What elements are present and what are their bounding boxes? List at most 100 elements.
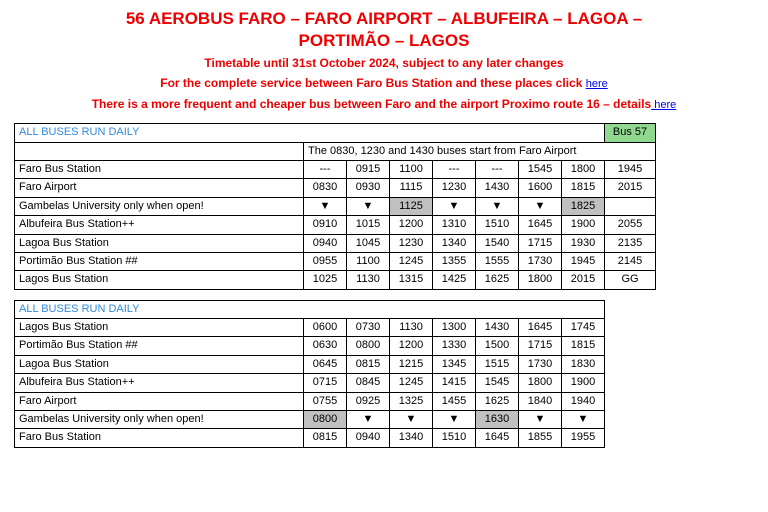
stop-name: Gambelas University only when open!	[15, 197, 304, 215]
time-cell: 1510	[476, 216, 519, 234]
time-cell: ▼	[347, 411, 390, 429]
time-cell: 1945	[605, 160, 656, 178]
time-cell: 1430	[476, 179, 519, 197]
time-cell: 1600	[519, 179, 562, 197]
stop-name: Lagos Bus Station	[15, 271, 304, 289]
time-cell: 2145	[605, 252, 656, 270]
time-cell: 1645	[519, 216, 562, 234]
time-cell: 1945	[562, 252, 605, 270]
route16-note: There is a more frequent and cheaper bus…	[14, 95, 754, 114]
time-cell: 0830	[304, 179, 347, 197]
time-cell: 1540	[476, 234, 519, 252]
time-cell: 1230	[390, 234, 433, 252]
time-cell: ▼	[519, 197, 562, 215]
time-cell: 1900	[562, 216, 605, 234]
time-cell: 1940	[562, 392, 605, 410]
time-cell	[605, 197, 656, 215]
stop-name: Faro Bus Station	[15, 429, 304, 447]
page-header: 56 AEROBUS FARO – FARO AIRPORT – ALBUFEI…	[14, 8, 754, 113]
time-cell: 1800	[519, 374, 562, 392]
route16-link[interactable]: here	[651, 99, 676, 111]
time-cell: 1345	[433, 355, 476, 373]
outbound-note: The 0830, 1230 and 1430 buses start from…	[304, 142, 656, 160]
time-cell: 1215	[390, 355, 433, 373]
time-cell: 1130	[390, 319, 433, 337]
time-cell: 1815	[562, 179, 605, 197]
complete-service-text: For the complete service between Faro Bu…	[160, 76, 585, 90]
time-cell: ▼	[304, 197, 347, 215]
time-cell: 0955	[304, 252, 347, 270]
stop-name: Faro Airport	[15, 392, 304, 410]
route-title-line2: PORTIMÃO – LAGOS	[14, 30, 754, 52]
time-cell: 1100	[390, 160, 433, 178]
stop-name: Faro Bus Station	[15, 160, 304, 178]
time-cell: ▼	[390, 411, 433, 429]
inbound-timetable: ALL BUSES RUN DAILYLagos Bus Station0600…	[14, 300, 605, 448]
time-cell: 0910	[304, 216, 347, 234]
stop-name: Portimão Bus Station ##	[15, 337, 304, 355]
time-cell: 1340	[390, 429, 433, 447]
time-cell: 1430	[476, 319, 519, 337]
time-cell: 1015	[347, 216, 390, 234]
time-cell: 1200	[390, 337, 433, 355]
outbound-timetable: ALL BUSES RUN DAILYBus 57The 0830, 1230 …	[14, 123, 656, 290]
time-cell: 0915	[347, 160, 390, 178]
inbound-section-label: ALL BUSES RUN DAILY	[15, 300, 605, 318]
time-cell: 1340	[433, 234, 476, 252]
complete-service-note: For the complete service between Faro Bu…	[14, 74, 754, 93]
time-cell: 1645	[476, 429, 519, 447]
time-cell: 1325	[390, 392, 433, 410]
time-cell: 1855	[519, 429, 562, 447]
complete-service-link[interactable]: here	[586, 78, 608, 90]
time-cell: 1800	[562, 160, 605, 178]
time-cell: 1625	[476, 271, 519, 289]
route-title-line1: 56 AEROBUS FARO – FARO AIRPORT – ALBUFEI…	[14, 8, 754, 30]
time-cell: 1730	[519, 252, 562, 270]
time-cell: 1355	[433, 252, 476, 270]
time-cell: 0800	[304, 411, 347, 429]
time-cell: 1330	[433, 337, 476, 355]
time-cell: 0630	[304, 337, 347, 355]
time-cell: 0800	[347, 337, 390, 355]
time-cell: ---	[433, 160, 476, 178]
time-cell: 1310	[433, 216, 476, 234]
time-cell: 1545	[476, 374, 519, 392]
time-cell: 1425	[433, 271, 476, 289]
time-cell: 1730	[519, 355, 562, 373]
time-cell: ▼	[433, 411, 476, 429]
time-cell: 1510	[433, 429, 476, 447]
bus57-label: Bus 57	[605, 124, 656, 142]
validity-note: Timetable until 31st October 2024, subje…	[14, 54, 754, 72]
time-cell: ▼	[519, 411, 562, 429]
time-cell: 1300	[433, 319, 476, 337]
stop-name: Albufeira Bus Station++	[15, 216, 304, 234]
time-cell: 1715	[519, 337, 562, 355]
time-cell: 1815	[562, 337, 605, 355]
time-cell: 1125	[390, 197, 433, 215]
stop-name: Lagoa Bus Station	[15, 234, 304, 252]
stop-name: Lagos Bus Station	[15, 319, 304, 337]
time-cell: 0815	[304, 429, 347, 447]
stop-name: Portimão Bus Station ##	[15, 252, 304, 270]
time-cell: 1555	[476, 252, 519, 270]
time-cell: 1455	[433, 392, 476, 410]
time-cell: 0755	[304, 392, 347, 410]
time-cell: 1315	[390, 271, 433, 289]
time-cell: 1115	[390, 179, 433, 197]
time-cell: ---	[304, 160, 347, 178]
time-cell: 1200	[390, 216, 433, 234]
time-cell: 1955	[562, 429, 605, 447]
time-cell: 0730	[347, 319, 390, 337]
time-cell: 1825	[562, 197, 605, 215]
time-cell: 1645	[519, 319, 562, 337]
time-cell: 1745	[562, 319, 605, 337]
time-cell: 0815	[347, 355, 390, 373]
time-cell: 0715	[304, 374, 347, 392]
time-cell: 1715	[519, 234, 562, 252]
time-cell: ---	[476, 160, 519, 178]
time-cell: 0940	[347, 429, 390, 447]
stop-name: Albufeira Bus Station++	[15, 374, 304, 392]
empty-cell	[15, 142, 304, 160]
time-cell: 1500	[476, 337, 519, 355]
time-cell: 1800	[519, 271, 562, 289]
